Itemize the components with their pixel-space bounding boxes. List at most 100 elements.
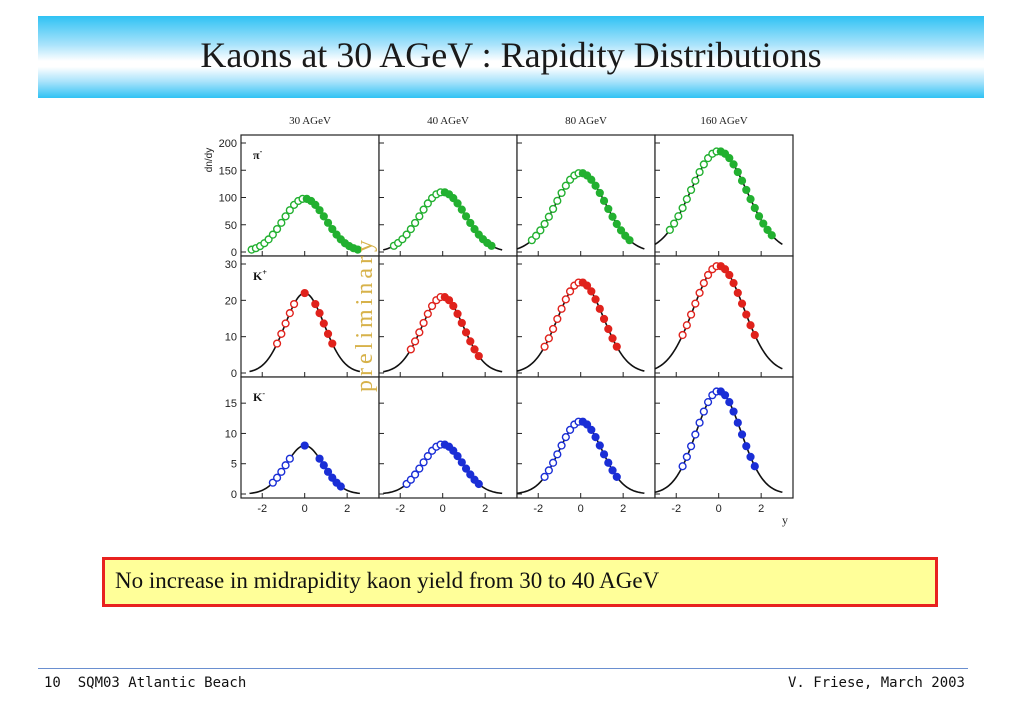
- x-tick-label: -2: [533, 503, 543, 515]
- filled-data-point: [453, 199, 462, 208]
- open-data-point: [703, 397, 713, 407]
- filled-data-point: [746, 195, 755, 204]
- open-data-point: [557, 188, 566, 198]
- y-tick-label: 0: [231, 368, 237, 380]
- y-tick-label: 5: [231, 459, 237, 471]
- filled-data-point: [470, 345, 479, 354]
- filled-data-point: [587, 175, 596, 184]
- filled-data-point: [457, 205, 466, 214]
- open-data-point: [678, 462, 687, 471]
- filled-data-point: [449, 194, 458, 203]
- filled-data-point: [466, 218, 475, 228]
- y-tick-label: 10: [225, 428, 237, 440]
- filled-data-point: [759, 219, 768, 228]
- panel: [654, 255, 794, 378]
- open-data-point: [277, 218, 286, 227]
- filled-data-point: [729, 160, 738, 169]
- page-number: 10: [44, 675, 61, 691]
- open-data-point: [285, 309, 294, 318]
- filled-data-point: [444, 296, 454, 305]
- filled-data-point: [737, 299, 747, 308]
- open-data-point: [419, 318, 428, 328]
- filled-data-point: [323, 329, 333, 338]
- particle-label-base: K: [253, 390, 263, 404]
- open-data-point: [699, 279, 708, 288]
- open-data-point: [695, 167, 704, 177]
- filled-data-point: [595, 441, 604, 450]
- particle-label: π-: [253, 147, 263, 162]
- filled-data-point: [319, 461, 328, 470]
- preliminary-watermark: preliminary: [352, 236, 378, 392]
- y-tick-label: 100: [219, 193, 237, 205]
- open-data-point: [281, 212, 290, 221]
- open-data-point: [678, 203, 687, 213]
- filled-data-point: [737, 176, 747, 185]
- filled-data-point: [595, 188, 604, 198]
- open-data-point: [674, 212, 683, 221]
- filled-data-point: [591, 181, 600, 190]
- filled-data-point: [725, 270, 734, 280]
- filled-data-point: [729, 279, 738, 288]
- filled-data-point: [461, 464, 471, 473]
- filled-data-point: [449, 301, 458, 311]
- footer-event: SQM03 Atlantic Beach: [77, 675, 247, 691]
- filled-data-point: [742, 442, 751, 451]
- filled-data-point: [599, 450, 609, 459]
- filled-data-point: [725, 397, 734, 407]
- y-tick-label: 10: [225, 332, 237, 344]
- y-tick-label: 0: [231, 247, 237, 259]
- filled-data-point: [582, 281, 592, 290]
- filled-data-point: [591, 295, 600, 304]
- open-data-point: [410, 470, 420, 479]
- open-data-point: [682, 195, 691, 204]
- open-data-point: [670, 219, 679, 228]
- particle-label: K+: [253, 268, 267, 283]
- filled-data-point: [746, 452, 755, 461]
- panel: -2 0 2: [654, 376, 794, 515]
- panel-frame: [240, 134, 380, 257]
- open-data-point: [548, 204, 558, 214]
- open-data-point: [691, 176, 700, 185]
- open-data-point: [699, 407, 708, 416]
- panel-frame: [516, 255, 656, 378]
- filled-data-point: [733, 288, 742, 297]
- y-tick-label: 150: [219, 165, 237, 177]
- filled-data-point: [612, 342, 621, 351]
- filled-data-point: [725, 154, 734, 163]
- filled-data-point: [323, 467, 333, 476]
- filled-data-point: [604, 204, 613, 214]
- panel: [516, 134, 656, 257]
- filled-data-point: [720, 391, 730, 400]
- open-data-point: [532, 231, 541, 240]
- filled-data-point: [453, 452, 462, 461]
- footer-divider: [38, 668, 968, 669]
- panel: 0 10 20 30 K+: [225, 255, 380, 380]
- open-data-point: [272, 473, 282, 482]
- open-data-point: [281, 461, 290, 470]
- rapidity-distribution-figure: 30 AGeV 40 AGeV 80 AGeV 160 AGeV05010015020…: [190, 108, 802, 544]
- energy-header: 160 AGeV: [700, 115, 747, 127]
- open-data-point: [691, 430, 700, 439]
- filled-data-point: [587, 287, 596, 296]
- filled-data-point: [604, 458, 613, 467]
- open-data-point: [423, 452, 432, 461]
- open-data-point: [557, 441, 566, 450]
- filled-data-point: [729, 407, 738, 416]
- filled-data-point: [457, 458, 466, 467]
- open-data-point: [277, 329, 286, 338]
- x-tick-label: 0: [440, 503, 446, 515]
- filled-data-point: [625, 236, 634, 245]
- open-data-point: [561, 181, 570, 190]
- open-data-point: [695, 418, 704, 427]
- open-data-point: [686, 310, 696, 319]
- x-tick-label: -2: [257, 503, 267, 515]
- conclusion-text: No increase in midrapidity kaon yield fr…: [115, 568, 660, 593]
- y-tick-label: 200: [219, 138, 237, 150]
- filled-data-point: [754, 212, 764, 221]
- open-data-point: [415, 212, 424, 221]
- filled-data-point: [328, 224, 337, 234]
- energy-header: 30 AGeV: [289, 115, 331, 127]
- filled-data-point: [466, 470, 475, 479]
- filled-data-point: [599, 196, 609, 205]
- open-data-point: [402, 230, 411, 239]
